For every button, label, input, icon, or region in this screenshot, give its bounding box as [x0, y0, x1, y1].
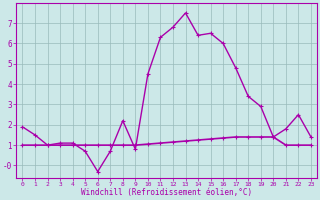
X-axis label: Windchill (Refroidissement éolien,°C): Windchill (Refroidissement éolien,°C)	[81, 188, 252, 197]
